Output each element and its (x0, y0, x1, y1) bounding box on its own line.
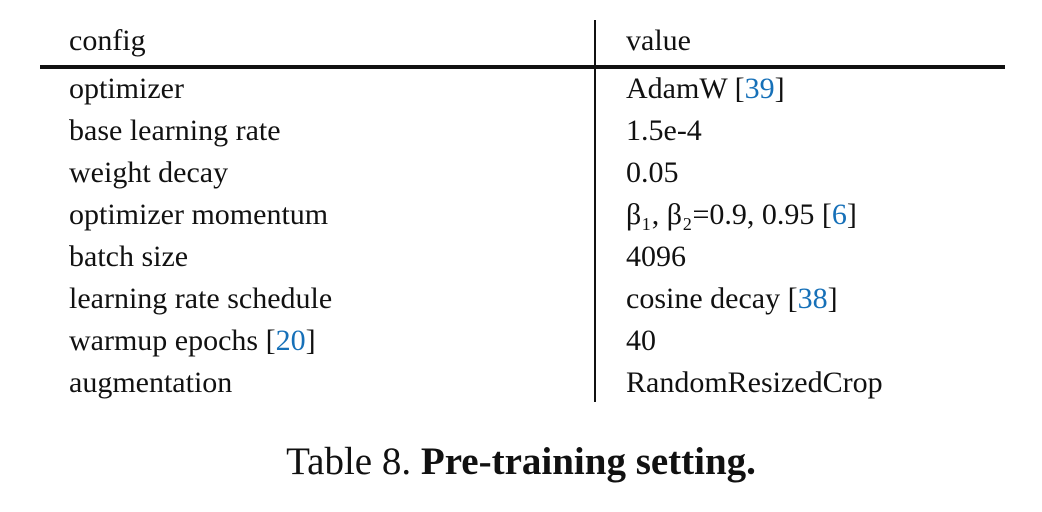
caption-label: Table 8. (286, 440, 412, 483)
row-config-cell: warmup epochs [20] (69, 324, 316, 358)
config-text: weight decay (69, 156, 229, 189)
header-config: config (69, 24, 146, 57)
row-config-cell: weight decay (69, 156, 228, 190)
row-config-cell: optimizer momentum (69, 198, 328, 232)
row-value-cell: AdamW [39] (626, 72, 785, 106)
caption-title: Pre-training setting. (420, 440, 756, 483)
citation-link[interactable]: [20] (258, 324, 316, 357)
config-text: augmentation (69, 366, 233, 399)
row-value-cell: 4096 (626, 240, 686, 274)
row-value-cell: β₁, β₂=0.9, 0.95 [6] (626, 198, 857, 232)
value-text: RandomResizedCrop (626, 366, 883, 399)
row-value-cell: 1.5e-4 (626, 114, 702, 148)
config-text: learning rate schedule (69, 282, 333, 315)
header-value: value (626, 24, 691, 57)
row-config-cell: optimizer (69, 72, 184, 106)
row-value-cell: 0.05 (626, 156, 679, 190)
config-text: optimizer (69, 72, 184, 105)
config-text: warmup epochs (69, 324, 259, 357)
config-text: batch size (69, 240, 189, 273)
config-text: optimizer momentum (69, 198, 329, 231)
citation-link[interactable]: [39] (727, 72, 785, 105)
row-value-cell: 40 (626, 324, 656, 358)
config-text: base learning rate (69, 114, 281, 147)
row-value-cell: cosine decay [38] (626, 282, 838, 316)
header-rule (40, 65, 1005, 69)
value-text: cosine decay (626, 282, 781, 315)
value-text: 40 (626, 324, 656, 357)
value-text: AdamW (626, 72, 728, 105)
value-text: 0.05 (626, 156, 679, 189)
row-config-cell: learning rate schedule (69, 282, 332, 316)
citation-link[interactable]: [38] (780, 282, 838, 315)
row-config-cell: batch size (69, 240, 188, 274)
citation-link[interactable]: [6] (814, 198, 857, 231)
column-divider (594, 20, 596, 402)
row-config-cell: augmentation (69, 366, 232, 400)
value-text: 1.5e-4 (626, 114, 702, 147)
citation-number[interactable]: 39 (744, 72, 775, 105)
citation-number[interactable]: 38 (797, 282, 828, 315)
table-caption: Table 8. Pre-training setting. (0, 438, 1042, 486)
citation-number[interactable]: 6 (831, 198, 847, 231)
value-text: β₁, β₂=0.9, 0.95 (626, 198, 815, 231)
citation-number[interactable]: 20 (275, 324, 306, 357)
row-config-cell: base learning rate (69, 114, 281, 148)
value-text: 4096 (626, 240, 686, 273)
row-value-cell: RandomResizedCrop (626, 366, 883, 400)
